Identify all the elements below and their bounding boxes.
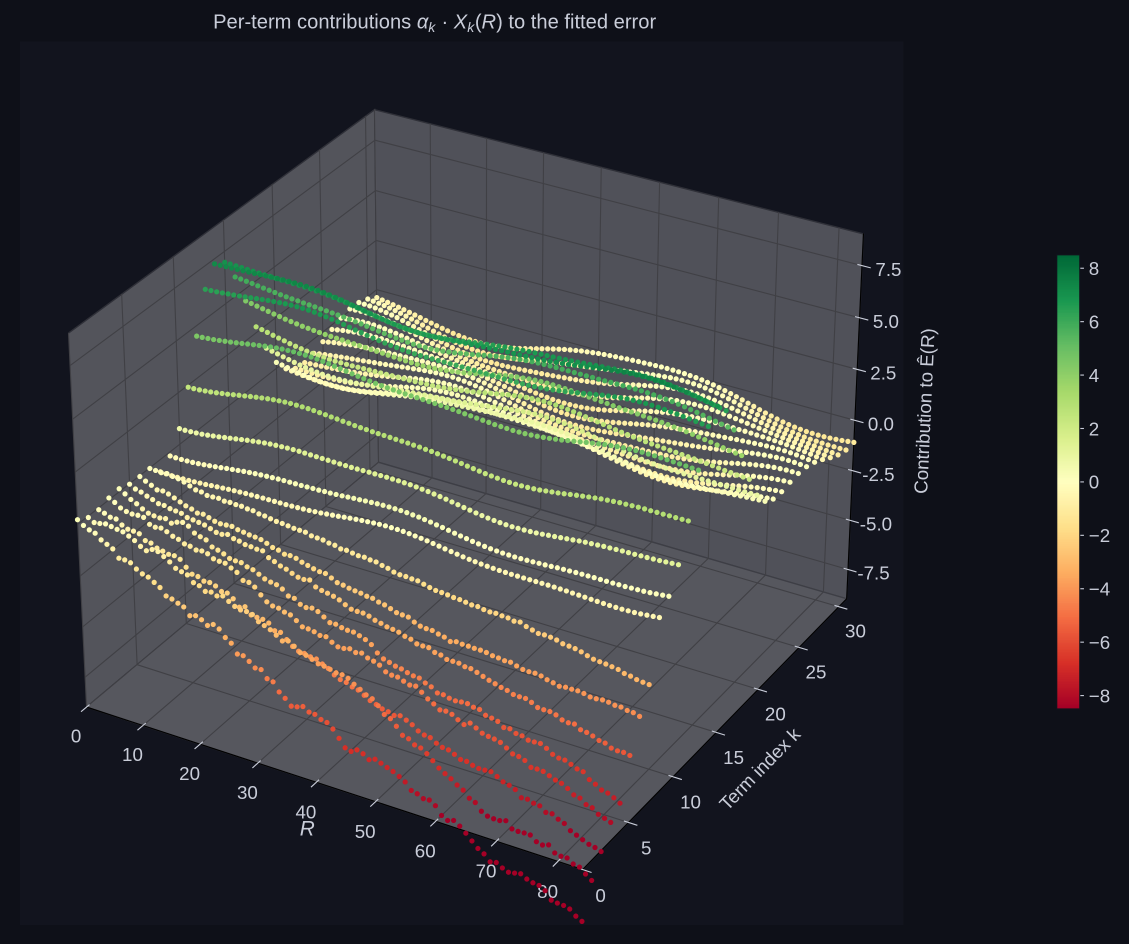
svg-text:30: 30 xyxy=(237,782,258,803)
svg-text:8: 8 xyxy=(1089,258,1099,279)
svg-text:0: 0 xyxy=(1089,472,1099,493)
svg-text:−8: −8 xyxy=(1089,685,1110,706)
svg-text:0: 0 xyxy=(595,885,605,906)
svg-text:-7.5: -7.5 xyxy=(857,563,889,584)
svg-text:0: 0 xyxy=(71,725,81,746)
svg-text:−2: −2 xyxy=(1089,525,1110,546)
svg-text:15: 15 xyxy=(723,747,744,768)
svg-text:4: 4 xyxy=(1089,365,1099,386)
svg-text:-5.0: -5.0 xyxy=(860,513,892,534)
svg-text:20: 20 xyxy=(179,763,200,784)
svg-text:5.0: 5.0 xyxy=(873,311,899,332)
svg-text:10: 10 xyxy=(680,792,701,813)
svg-text:R: R xyxy=(300,817,315,840)
svg-text:60: 60 xyxy=(415,841,436,862)
svg-text:7.5: 7.5 xyxy=(875,259,901,280)
svg-text:5: 5 xyxy=(641,838,651,859)
svg-text:30: 30 xyxy=(845,620,866,641)
svg-text:0.0: 0.0 xyxy=(868,413,894,434)
svg-text:2: 2 xyxy=(1089,418,1099,439)
svg-text:70: 70 xyxy=(476,861,497,882)
svg-text:-2.5: -2.5 xyxy=(862,464,894,485)
svg-text:25: 25 xyxy=(806,661,827,682)
svg-text:20: 20 xyxy=(765,704,786,725)
svg-text:−4: −4 xyxy=(1089,579,1110,600)
svg-text:2.5: 2.5 xyxy=(870,363,896,384)
svg-text:10: 10 xyxy=(122,744,143,765)
svg-text:50: 50 xyxy=(355,821,376,842)
svg-text:−6: −6 xyxy=(1089,632,1110,653)
svg-text:6: 6 xyxy=(1089,311,1099,332)
